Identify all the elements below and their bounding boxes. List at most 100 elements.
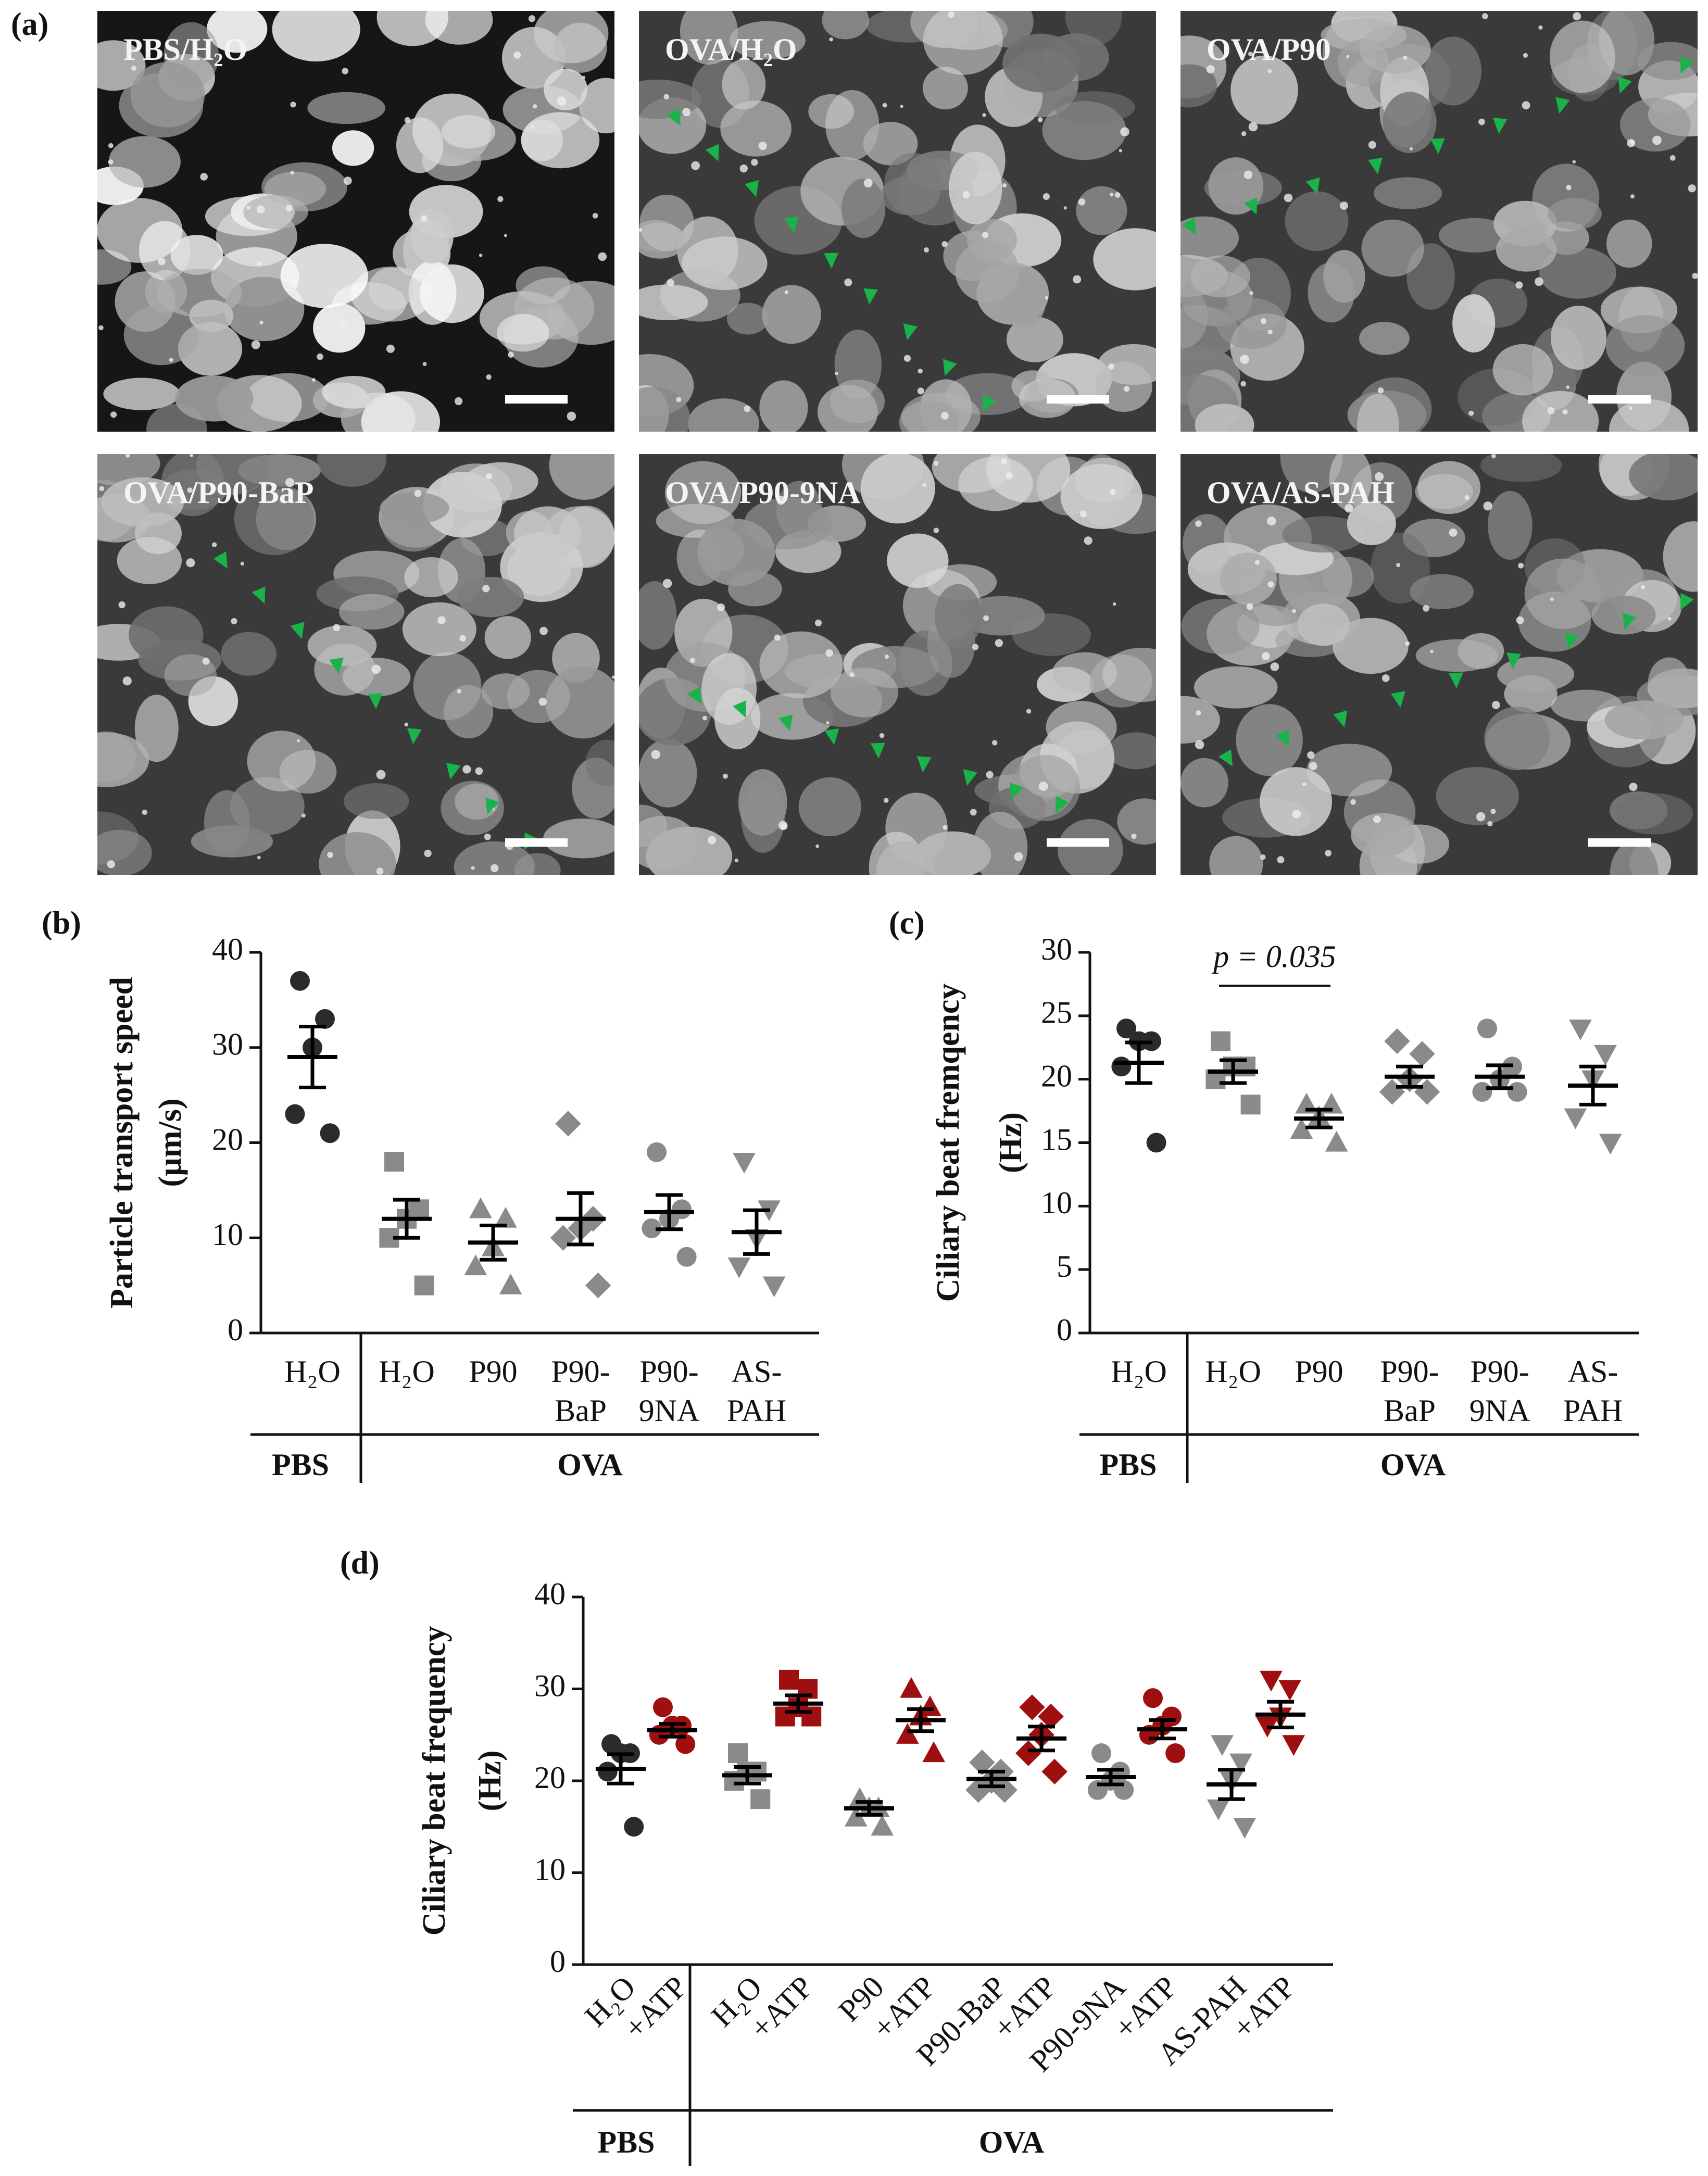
speck <box>1482 13 1488 19</box>
speck <box>1468 410 1474 416</box>
data-point <box>499 1273 522 1294</box>
cell <box>1410 574 1474 609</box>
green-arrow <box>1182 218 1196 235</box>
cell <box>1052 652 1117 694</box>
speck <box>1403 55 1408 60</box>
cell <box>1484 706 1550 771</box>
cell <box>1522 391 1599 432</box>
data-point <box>1240 1095 1261 1115</box>
speck <box>211 542 217 547</box>
cell <box>1496 228 1557 272</box>
data-point <box>1290 1118 1313 1139</box>
cell <box>1108 732 1156 770</box>
x-tick-label: P90- <box>1380 1354 1439 1389</box>
cell <box>776 481 822 539</box>
data-point <box>1409 1041 1435 1067</box>
cell <box>441 115 496 149</box>
speck <box>781 823 788 830</box>
speck <box>1487 821 1493 827</box>
green-arrow <box>983 394 996 412</box>
data-point <box>779 1669 799 1690</box>
green-arrow <box>1305 177 1320 195</box>
speck <box>982 113 986 117</box>
cell <box>887 533 949 588</box>
cell <box>484 616 531 659</box>
speck <box>1566 184 1572 191</box>
cell <box>1614 793 1693 835</box>
cell <box>759 631 843 699</box>
cell <box>1604 700 1684 740</box>
speck <box>1246 603 1253 610</box>
speck <box>1340 201 1348 210</box>
data-point <box>469 1197 492 1218</box>
cell <box>1415 474 1473 509</box>
speck <box>1073 275 1082 284</box>
speck <box>202 657 210 665</box>
speck <box>884 655 889 659</box>
cell <box>376 11 449 46</box>
speck <box>333 624 341 632</box>
cell <box>682 236 768 291</box>
data-point <box>1165 1743 1186 1764</box>
y-tick-label: 10 <box>1041 1186 1072 1220</box>
cell <box>1194 666 1278 709</box>
cell <box>948 152 1002 224</box>
speck <box>1523 53 1528 58</box>
speck <box>1002 183 1007 188</box>
cell <box>410 209 454 264</box>
cell <box>680 11 738 65</box>
cell <box>1458 633 1504 669</box>
speck <box>508 351 514 358</box>
data-point <box>965 1777 991 1803</box>
speck <box>986 771 994 778</box>
data-point <box>642 1218 662 1238</box>
cell <box>1610 841 1659 875</box>
speck <box>1550 597 1554 601</box>
speck <box>1124 386 1130 392</box>
image-label: OVA/H₂O <box>665 32 797 67</box>
data-point <box>1278 1680 1301 1701</box>
speck <box>948 11 955 18</box>
data-point <box>494 1206 517 1228</box>
cell <box>1074 457 1134 504</box>
speck <box>639 228 643 232</box>
cell <box>1076 186 1127 235</box>
speck <box>240 561 245 566</box>
speck <box>285 477 295 487</box>
cell <box>1216 298 1287 349</box>
green-arrow <box>1368 157 1383 174</box>
data-point <box>649 1725 669 1745</box>
scale-bar <box>505 838 568 847</box>
speck <box>1409 147 1413 150</box>
speck <box>404 117 411 123</box>
data-point <box>1282 1735 1305 1756</box>
speck <box>1267 329 1273 335</box>
speck <box>479 254 483 257</box>
cell <box>164 654 217 697</box>
speck <box>1374 472 1384 482</box>
y-tick-label: 10 <box>534 1852 566 1886</box>
x-tick-label: H₂O <box>284 1354 341 1389</box>
green-arrow <box>1275 729 1289 747</box>
data-point <box>991 1777 1018 1803</box>
y-tick-label: 40 <box>534 1577 566 1611</box>
y-tick-label: 20 <box>534 1760 566 1795</box>
green-arrow <box>213 551 228 569</box>
cell <box>97 40 146 91</box>
speck <box>734 858 738 863</box>
cell <box>1282 516 1366 553</box>
green-arrow <box>1564 632 1579 649</box>
data-point <box>1143 1688 1163 1708</box>
cell <box>361 391 440 432</box>
speck <box>1249 291 1253 295</box>
cell <box>935 584 982 649</box>
cell <box>1236 704 1303 776</box>
speck <box>900 105 903 108</box>
green-arrow <box>1492 118 1508 134</box>
data-point <box>762 1276 786 1298</box>
speck <box>1566 385 1570 389</box>
speck <box>455 397 463 406</box>
speck <box>1292 810 1301 819</box>
green-arrow <box>368 693 383 709</box>
speck <box>1267 69 1272 73</box>
